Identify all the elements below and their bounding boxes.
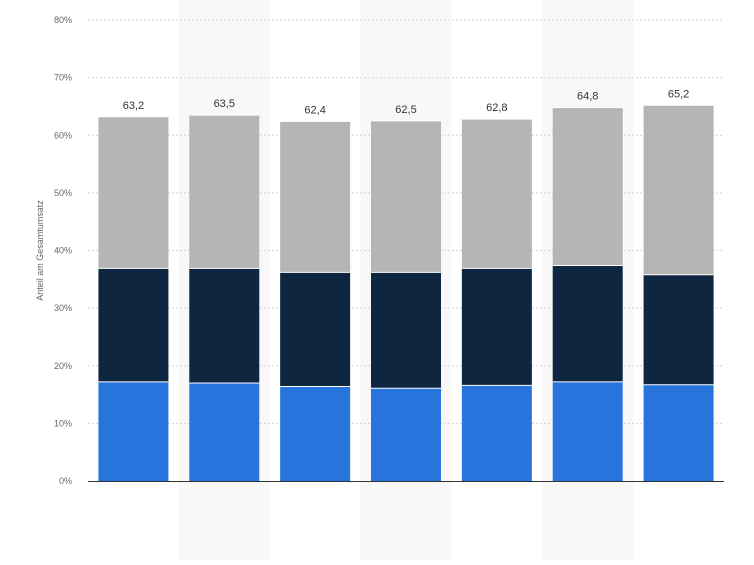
bar-segment-1-6 [643,274,714,385]
y-tick-label-3: 30% [54,303,72,313]
bar-segment-2-5 [552,107,623,266]
y-axis-title: Anteil am Gesamtumsatz [35,200,45,301]
bar-segment-0-4 [461,385,532,481]
y-tick-label-7: 70% [54,73,72,83]
bar-segment-1-0 [98,268,169,382]
total-labels: 63,2 63,5 62,4 62,5 62,8 64,8 65,2 [123,88,690,116]
bar-segment-0-3 [371,388,441,481]
bar-segment-2-2 [280,121,351,273]
y-tick-label-4: 40% [54,246,72,256]
total-label-0: 63,2 [123,100,144,112]
y-tick-label-5: 50% [54,188,72,198]
y-tick-label-2: 20% [54,361,72,371]
bar-segment-2-4 [461,119,532,269]
bar-segment-0-5 [552,381,623,481]
y-tick-labels: 0% 10% 20% 30% 40% 50% 60% 70% 80% [54,15,72,486]
bars [98,104,714,481]
bar-segment-1-2 [280,272,351,387]
bar-segment-1-4 [461,268,532,386]
y-tick-label-1: 10% [54,418,72,428]
total-label-6: 65,2 [668,88,689,100]
total-label-5: 64,8 [577,91,598,103]
bar-segment-0-0 [98,381,169,481]
bar-segment-2-0 [98,116,169,269]
bar-segment-1-1 [189,268,260,384]
bar-segment-1-5 [552,265,623,382]
bar-segment-1-3 [371,272,441,389]
y-tick-label-6: 60% [54,130,72,140]
bar-segment-2-3 [371,120,441,273]
bar-segment-2-1 [189,115,260,269]
total-label-1: 63,5 [214,98,235,110]
total-label-3: 62,5 [395,104,416,116]
bar-segment-0-1 [189,383,260,481]
y-tick-label-0: 0% [59,476,72,486]
bar-segment-2-6 [643,105,714,275]
total-label-2: 62,4 [304,104,325,116]
bar-segment-0-6 [643,384,714,481]
y-tick-label-8: 80% [54,15,72,25]
total-label-4: 62,8 [486,102,507,114]
bar-segment-0-2 [280,386,351,481]
